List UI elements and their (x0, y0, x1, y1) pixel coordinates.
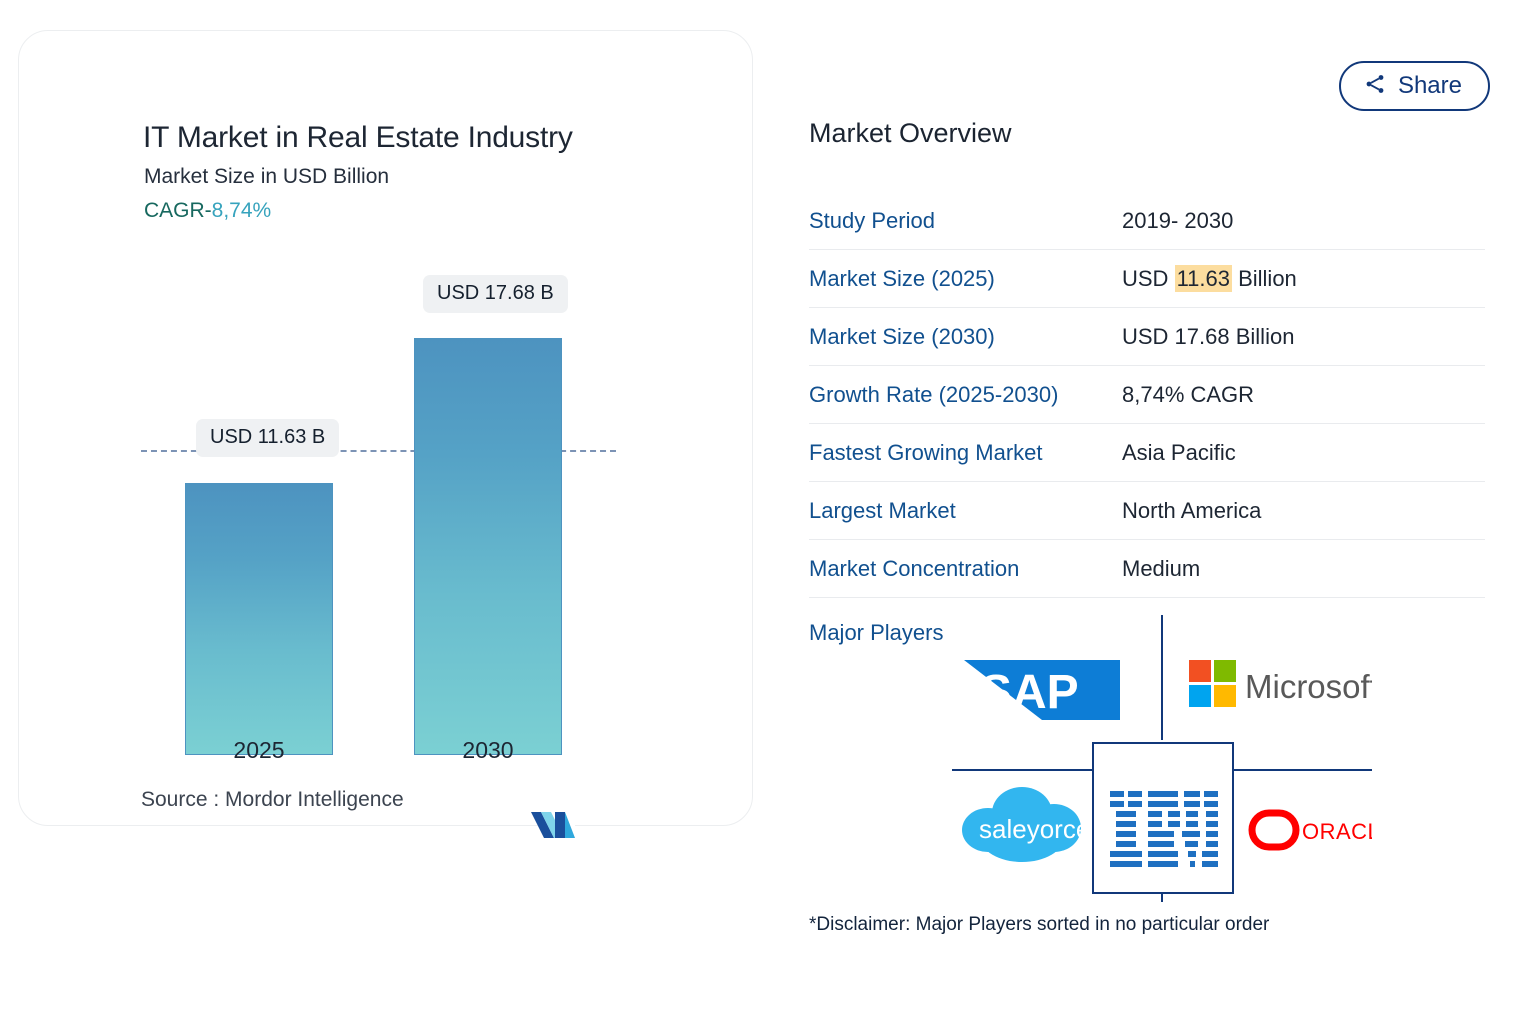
svg-text:ORACLE: ORACLE (1302, 819, 1372, 844)
chart-subtitle: Market Size in USD Billion (144, 165, 390, 188)
svg-text:SAP: SAP (980, 666, 1079, 719)
table-row: Fastest Growing Market Asia Pacific (809, 424, 1485, 482)
table-row: Market Concentration Medium (809, 540, 1485, 598)
row-value: Asia Pacific (1122, 439, 1236, 465)
row-value: North America (1122, 497, 1262, 523)
bar-chart-plot: USD 11.63 B USD 17.68 B 2025 2030 (19, 31, 754, 827)
oracle-logo: ORACLE (1248, 809, 1395, 851)
row-key: Market Concentration (809, 555, 1020, 581)
share-nodes-icon (1363, 72, 1387, 101)
saleyorce-logo: saleyorce (962, 787, 1090, 862)
highlighted-value: 11.63 (1174, 264, 1232, 292)
market-overview-table: Study Period 2019- 2030 Market Size (202… (809, 192, 1485, 598)
major-players-title: Major Players (809, 620, 944, 645)
cagr-prefix: CAGR- (144, 199, 212, 222)
row-value: Medium (1122, 555, 1201, 581)
bar-2030[interactable] (414, 338, 562, 755)
reference-dashed-line (141, 450, 616, 452)
chart-title: IT Market in Real Estate Industry (143, 121, 573, 154)
table-row: Market Size (2030) USD 17.68 Billion (809, 308, 1485, 366)
cagr-value: 8,74% (211, 199, 272, 222)
row-key: Fastest Growing Market (809, 439, 1043, 465)
bar-value-label-2030: USD 17.68 B (423, 275, 568, 313)
overview-panel: Share Market Overview Study Period 2019-… (790, 0, 1536, 1024)
major-players-logo-grid: SAP Microsoft saleyorce (952, 615, 1395, 902)
row-key: Study Period (809, 207, 935, 233)
market-overview-title: Market Overview (809, 118, 1012, 148)
row-key: Growth Rate (2025-2030) (809, 381, 1059, 407)
ibm-logo (1092, 742, 1234, 894)
bar-2025[interactable] (185, 483, 333, 755)
x-axis-tick-2025: 2025 (233, 737, 285, 763)
table-row: Growth Rate (2025-2030) 8,74% CAGR (809, 366, 1485, 424)
players-disclaimer: *Disclaimer: Major Players sorted in no … (809, 914, 1270, 935)
sap-logo: SAP (964, 660, 1120, 720)
row-value: 2019- 2030 (1122, 207, 1234, 233)
row-value: USD 11.63 Billion (1122, 264, 1297, 292)
row-value: 8,74% CAGR (1122, 381, 1255, 407)
row-key: Market Size (2025) (809, 265, 995, 291)
chart-source: Source : Mordor Intelligence (141, 788, 404, 811)
share-button-label: Share (1397, 72, 1462, 99)
table-row: Market Size (2025) USD 11.63 Billion (809, 250, 1485, 308)
row-key: Market Size (2030) (809, 323, 995, 349)
bar-value-label-2025: USD 11.63 B (196, 419, 340, 457)
x-axis-tick-2030: 2030 (462, 737, 514, 763)
svg-text:saleyorce: saleyorce (979, 814, 1090, 844)
table-row: Study Period 2019- 2030 (809, 192, 1485, 250)
row-value: USD 17.68 Billion (1122, 323, 1295, 349)
table-row: Largest Market North America (809, 482, 1485, 540)
microsoft-logo: Microsoft (1189, 660, 1379, 707)
svg-text:Microsoft: Microsoft (1245, 668, 1372, 705)
mordor-intelligence-logo (531, 810, 579, 845)
chart-card: IT Market in Real Estate Industry Market… (18, 30, 754, 838)
chart-cagr: CAGR-8,74% (144, 199, 271, 223)
share-button[interactable]: Share (1338, 61, 1490, 111)
row-key: Largest Market (809, 497, 956, 523)
